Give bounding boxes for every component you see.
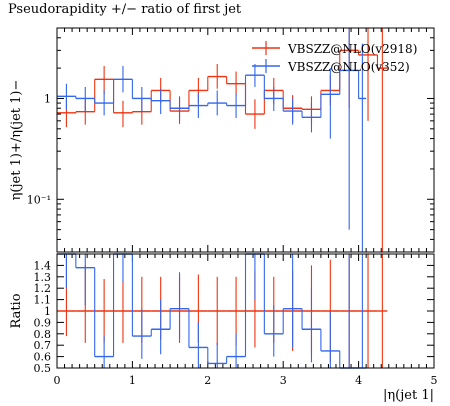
ratio-y-tick-label: 1.3 [34,271,52,284]
main-y-tick-label: 1 [44,92,51,105]
main-y-axis-label: η(jet 1)+/η(jet 1)− [9,80,24,201]
x-tick-label: 3 [280,374,287,387]
ratio-y-tick-label: 0.6 [34,351,52,364]
legend-label: VBSZZ@NLO(v2918) [287,42,417,56]
chart-title: Pseudorapidity +/− ratio of first jet [8,2,242,17]
ratio-panel-frame [56,253,435,369]
ratio-y-tick-label: 1 [44,305,51,318]
main-panel-frame [56,27,435,253]
ratio-y-tick-label: 0.8 [34,328,52,341]
x-tick-label: 0 [54,374,61,387]
x-tick-label: 5 [431,374,438,387]
ratio-y-tick-label: 0.7 [34,339,52,352]
main-y-tick-label: 10⁻¹ [27,193,51,206]
x-tick-label: 1 [129,374,136,387]
ratio-y-axis-label: Ratio [9,293,24,328]
ratio-y-tick-label: 0.5 [34,362,52,375]
ratio-y-tick-label: 1.4 [34,259,52,272]
ratio-panel: 0 1 2 3 4 50.50.60.70.80.911.11.21.31.4 [34,253,438,387]
x-axis-label: |η(jet 1| [383,388,434,403]
legend-label: VBSZZ@NLO(v352) [287,60,410,74]
ratio-y-tick-label: 0.9 [34,316,52,329]
ratio-y-tick-label: 1.1 [34,294,52,307]
main-panel: 1 10⁻¹ VBSZZ@NLO(v2918) VBSZZ@NLO(v352) [27,27,435,253]
x-tick-label: 2 [204,374,211,387]
ratio-y-tick-label: 1.2 [34,282,52,295]
x-tick-label: 4 [355,374,362,387]
